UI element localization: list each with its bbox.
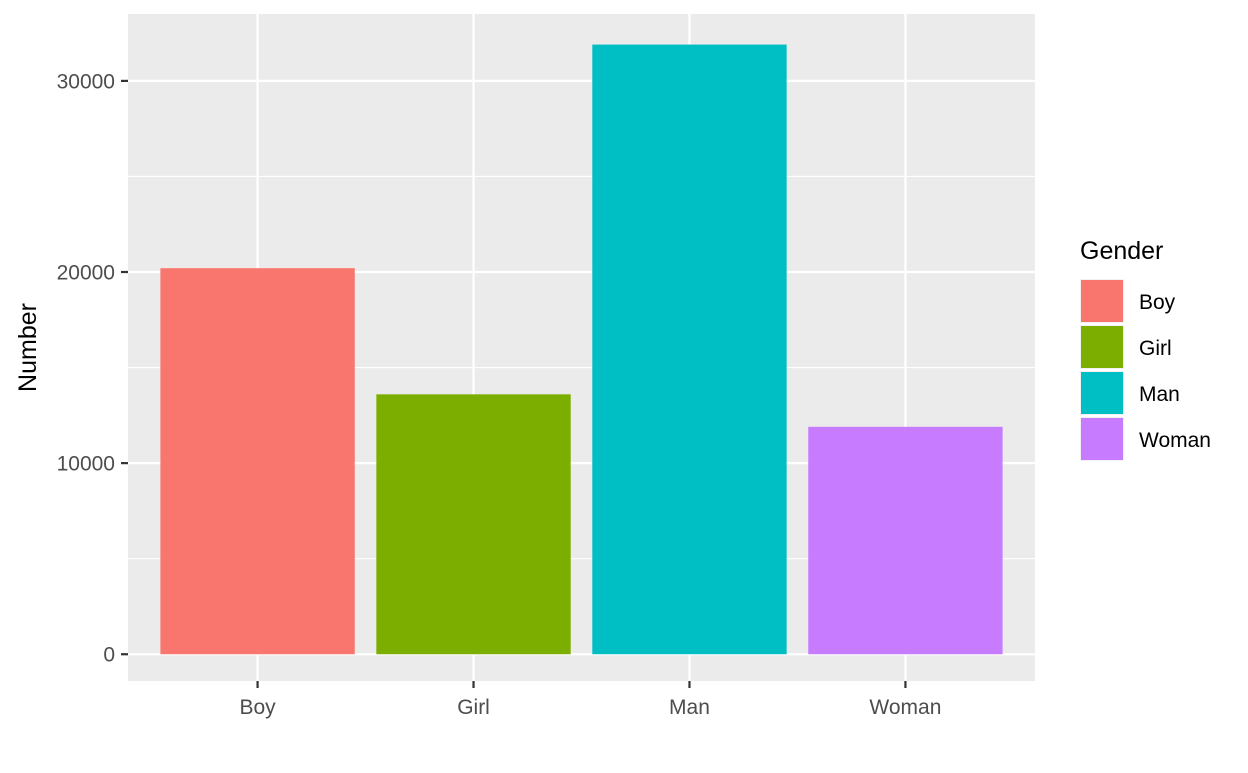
legend-label: Woman	[1139, 429, 1211, 452]
legend-swatch-man	[1081, 372, 1123, 414]
y-tick-label: 20000	[57, 262, 115, 285]
x-tick-label: Boy	[239, 696, 276, 719]
y-tick-label: 10000	[57, 453, 115, 476]
legend-label: Girl	[1139, 337, 1172, 360]
legend-label: Boy	[1139, 291, 1176, 314]
y-tick-label: 30000	[57, 70, 115, 93]
bar-boy	[160, 268, 355, 655]
bar-man	[592, 44, 787, 655]
bar-girl	[376, 394, 571, 655]
bar-woman	[808, 426, 1003, 655]
legend-swatch-girl	[1081, 326, 1123, 368]
legend-label: Man	[1139, 383, 1180, 406]
x-tick-label: Man	[669, 696, 710, 719]
x-tick-label: Woman	[869, 696, 941, 719]
y-tick-label: 0	[103, 644, 115, 667]
axes: 0 10000 20000 30000 Boy Girl Man Woman Number	[14, 70, 941, 719]
legend-title: Gender	[1080, 237, 1163, 265]
legend-swatch-boy	[1081, 280, 1123, 322]
y-axis-title: Number	[14, 303, 42, 392]
legend: Gender Boy Girl Man Woman	[1080, 237, 1211, 461]
bars	[160, 44, 1003, 655]
legend-swatch-woman	[1081, 418, 1123, 460]
x-tick-label: Girl	[457, 696, 490, 719]
